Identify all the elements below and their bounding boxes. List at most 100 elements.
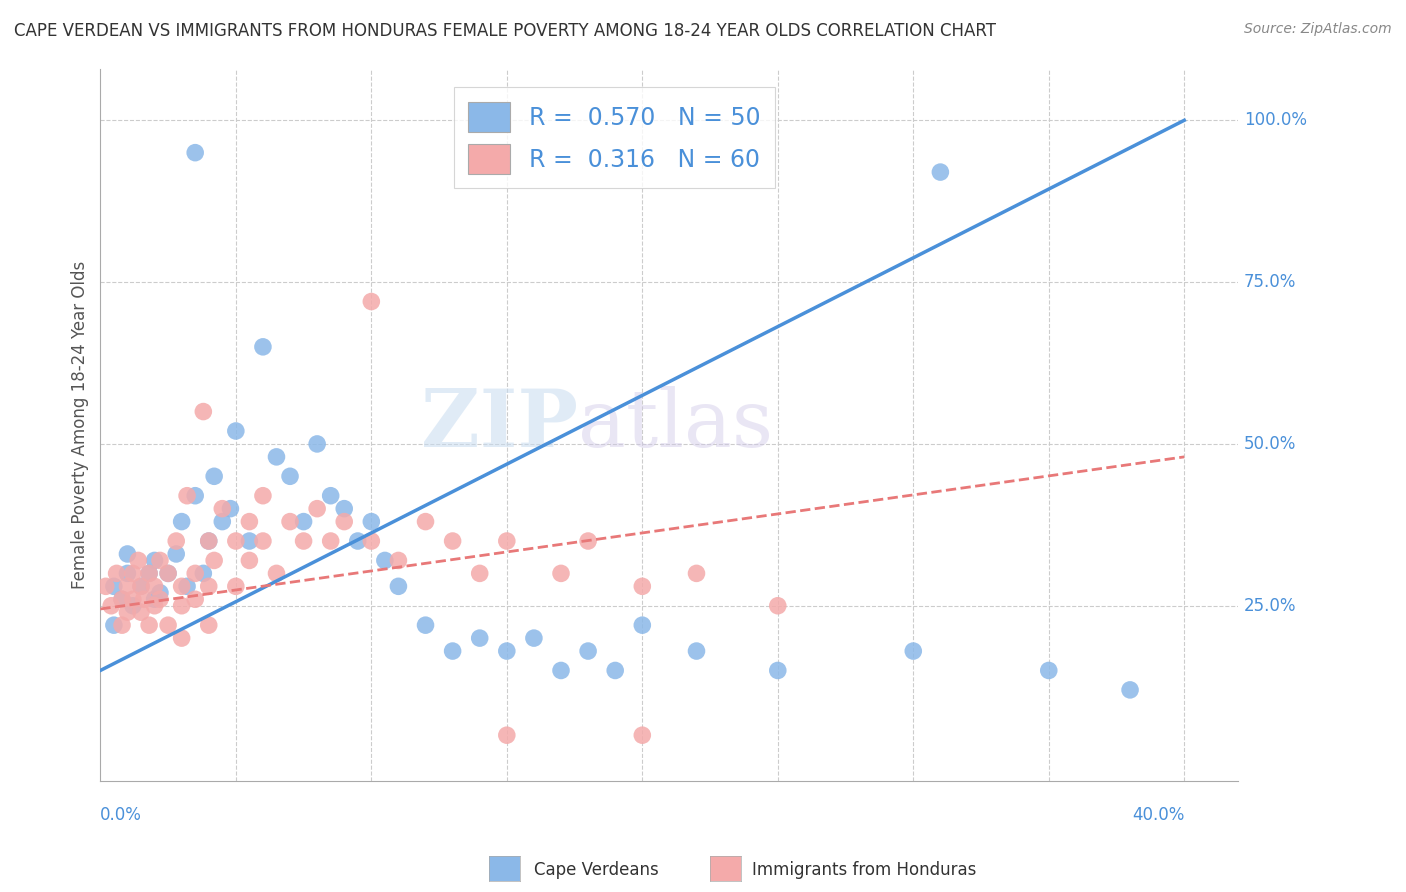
Point	[238, 515, 260, 529]
Point	[495, 644, 517, 658]
Point	[495, 534, 517, 549]
Text: 75.0%: 75.0%	[1244, 273, 1296, 291]
Point	[468, 631, 491, 645]
Point	[225, 534, 247, 549]
Point	[292, 515, 315, 529]
Point	[605, 664, 627, 678]
Point	[157, 566, 180, 581]
Point	[238, 534, 260, 549]
Legend: R =  0.570   N = 50, R =  0.316   N = 60: R = 0.570 N = 50, R = 0.316 N = 60	[454, 87, 775, 188]
Point	[266, 566, 288, 581]
Text: 40.0%: 40.0%	[1132, 806, 1184, 824]
Point	[266, 450, 288, 464]
Point	[149, 586, 172, 600]
Text: 25.0%: 25.0%	[1244, 597, 1296, 615]
Point	[111, 592, 134, 607]
Point	[225, 424, 247, 438]
Point	[387, 579, 409, 593]
Point	[176, 579, 198, 593]
Point	[129, 579, 152, 593]
Point	[360, 534, 382, 549]
Point	[441, 534, 464, 549]
Point	[143, 579, 166, 593]
Text: 100.0%: 100.0%	[1244, 112, 1306, 129]
Text: Source: ZipAtlas.com: Source: ZipAtlas.com	[1244, 22, 1392, 37]
Point	[197, 618, 219, 632]
Point	[170, 631, 193, 645]
Point	[576, 644, 599, 658]
Point	[292, 534, 315, 549]
Point	[170, 579, 193, 593]
Point	[387, 553, 409, 567]
Point	[333, 515, 356, 529]
Point	[127, 553, 149, 567]
Point	[278, 515, 301, 529]
Point	[441, 644, 464, 658]
Point	[252, 489, 274, 503]
Point	[219, 501, 242, 516]
Point	[333, 501, 356, 516]
Point	[117, 566, 139, 581]
Point	[631, 728, 654, 742]
Point	[903, 644, 925, 658]
Point	[157, 618, 180, 632]
Point	[550, 566, 572, 581]
Point	[346, 534, 368, 549]
Point	[117, 579, 139, 593]
Point	[211, 501, 233, 516]
Point	[94, 579, 117, 593]
Point	[143, 599, 166, 613]
Point	[468, 566, 491, 581]
Point	[319, 534, 342, 549]
Point	[176, 489, 198, 503]
Point	[225, 579, 247, 593]
Text: Immigrants from Honduras: Immigrants from Honduras	[752, 861, 977, 879]
Point	[143, 592, 166, 607]
Point	[165, 547, 187, 561]
Point	[238, 553, 260, 567]
Point	[184, 566, 207, 581]
Point	[157, 566, 180, 581]
Point	[360, 515, 382, 529]
Point	[122, 566, 145, 581]
Point	[184, 489, 207, 503]
Text: atlas: atlas	[578, 385, 773, 464]
Point	[278, 469, 301, 483]
Point	[685, 566, 707, 581]
Point	[129, 605, 152, 619]
Point	[111, 618, 134, 632]
Point	[149, 592, 172, 607]
Point	[523, 631, 546, 645]
Point	[550, 664, 572, 678]
Point	[184, 592, 207, 607]
Point	[197, 534, 219, 549]
Point	[103, 618, 125, 632]
Point	[143, 553, 166, 567]
Text: Cape Verdeans: Cape Verdeans	[534, 861, 659, 879]
Point	[576, 534, 599, 549]
Point	[307, 501, 329, 516]
Point	[184, 145, 207, 160]
Point	[319, 489, 342, 503]
Point	[111, 592, 134, 607]
Text: 50.0%: 50.0%	[1244, 435, 1296, 453]
Point	[149, 553, 172, 567]
Point	[360, 294, 382, 309]
Point	[193, 566, 215, 581]
Point	[202, 553, 225, 567]
Point	[170, 599, 193, 613]
Point	[929, 165, 952, 179]
Point	[307, 437, 329, 451]
Point	[138, 618, 160, 632]
Point	[495, 728, 517, 742]
Point	[415, 618, 437, 632]
Point	[122, 592, 145, 607]
Point	[100, 599, 122, 613]
Point	[170, 515, 193, 529]
Point	[117, 547, 139, 561]
Point	[374, 553, 396, 567]
Text: 0.0%: 0.0%	[100, 806, 142, 824]
Point	[415, 515, 437, 529]
Point	[685, 644, 707, 658]
Point	[129, 579, 152, 593]
